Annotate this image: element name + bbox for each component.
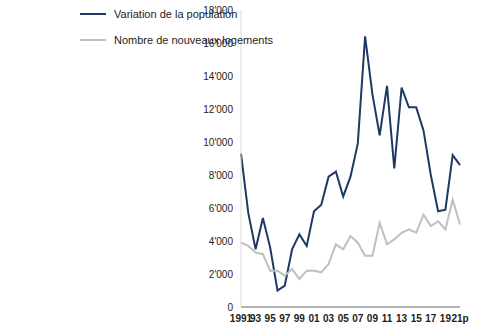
svg-text:6'000: 6'000	[209, 203, 234, 214]
svg-text:12'000: 12'000	[203, 104, 233, 115]
svg-text:10'000: 10'000	[203, 137, 233, 148]
svg-text:01: 01	[308, 313, 320, 324]
svg-text:11: 11	[382, 313, 393, 324]
svg-text:03: 03	[323, 313, 335, 324]
svg-text:13: 13	[396, 313, 408, 324]
svg-text:0: 0	[227, 302, 233, 313]
svg-text:19: 19	[440, 313, 452, 324]
svg-text:93: 93	[250, 313, 262, 324]
svg-text:16'000: 16'000	[203, 38, 233, 49]
svg-text:15: 15	[411, 313, 423, 324]
svg-text:09: 09	[367, 313, 379, 324]
svg-text:2'000: 2'000	[209, 269, 234, 280]
svg-text:99: 99	[294, 313, 306, 324]
svg-text:17: 17	[425, 313, 437, 324]
svg-text:95: 95	[265, 313, 277, 324]
svg-text:18'000: 18'000	[203, 5, 233, 16]
svg-text:97: 97	[279, 313, 291, 324]
svg-text:4'000: 4'000	[209, 236, 234, 247]
svg-text:05: 05	[338, 313, 350, 324]
svg-text:8'000: 8'000	[209, 170, 234, 181]
svg-text:07: 07	[352, 313, 364, 324]
svg-text:21p: 21p	[451, 313, 468, 324]
svg-text:14'000: 14'000	[203, 71, 233, 82]
